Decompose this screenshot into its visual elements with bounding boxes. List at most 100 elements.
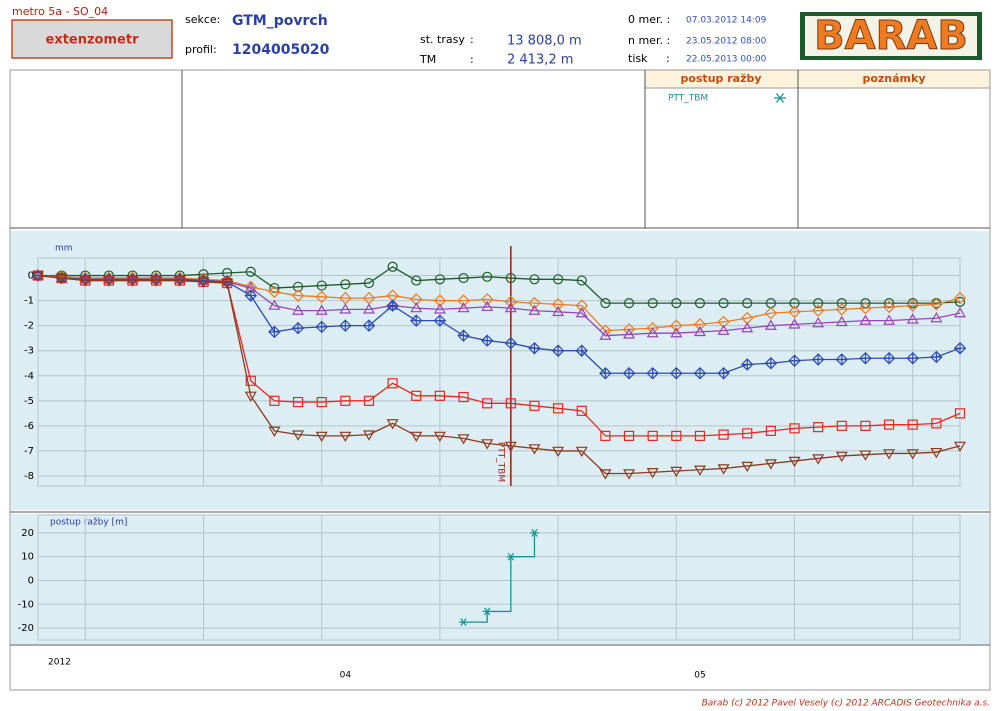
tm-sep: : [470, 53, 474, 66]
y-tick-label: -1 [24, 296, 34, 307]
data-point [717, 324, 730, 335]
station-label: st. trasy [420, 33, 465, 46]
y-axis-label: postup ražby [m] [50, 518, 127, 528]
data-point [717, 464, 730, 475]
y-tick-label: -5 [24, 396, 34, 407]
data-point [55, 273, 68, 285]
x-tick-label: 04 [340, 671, 352, 681]
data-point [859, 450, 872, 461]
data-point [291, 289, 305, 302]
data-point [102, 276, 115, 287]
data-point [953, 291, 967, 305]
data-point [221, 278, 234, 290]
data-point [245, 266, 256, 277]
first-meas-label: 0 mer. : [628, 13, 670, 26]
data-point [813, 297, 824, 309]
data-point [789, 423, 800, 434]
data-point [599, 329, 612, 340]
data-point [504, 295, 518, 309]
data-point [906, 313, 919, 324]
y-tick-label: 10 [21, 552, 34, 563]
instrument-box [11, 19, 173, 59]
data-point [575, 299, 588, 312]
data-point [647, 430, 658, 441]
data-point [292, 281, 304, 292]
last-meas-value: 23.05.2012 08:00 [686, 37, 767, 47]
data-point [764, 459, 777, 470]
data-point [670, 327, 683, 338]
data-point [339, 431, 352, 443]
data-point [954, 408, 966, 419]
progress-title: postup ražby [680, 72, 761, 85]
data-point [907, 419, 918, 430]
data-point [292, 304, 305, 315]
data-point [315, 290, 328, 304]
data-point [434, 274, 445, 285]
data-point [244, 289, 258, 302]
data-point [505, 272, 516, 284]
data-point [268, 285, 281, 299]
data-point [812, 454, 825, 465]
data-point [882, 351, 896, 365]
data-point [529, 400, 540, 411]
data-point [411, 275, 422, 286]
data-point [835, 315, 848, 327]
data-point [788, 354, 801, 367]
print-label: tisk [628, 52, 648, 65]
data-point [506, 552, 516, 561]
data-point [836, 420, 847, 431]
data-point [954, 306, 966, 318]
data-point [504, 336, 518, 350]
footer: Barab (c) 2012 Pavel Vesely (c) 2012 ARC… [702, 699, 990, 709]
tm-label: TM [419, 53, 436, 66]
data-point [458, 391, 469, 403]
data-point [481, 300, 494, 312]
data-point [600, 430, 611, 441]
data-point [718, 297, 729, 309]
data-point [410, 301, 423, 313]
y-tick-label: 20 [21, 528, 34, 539]
data-point [741, 322, 754, 333]
data-point [693, 367, 707, 380]
series-line [37, 274, 961, 332]
data-point [553, 274, 564, 285]
annotation-label: PTT_TBM [495, 442, 505, 482]
data-point [316, 396, 327, 408]
data-point [529, 528, 539, 537]
plot-area [37, 514, 961, 641]
data-point [552, 305, 565, 317]
data-point [717, 315, 730, 329]
series-line [38, 265, 961, 304]
data-point [457, 301, 470, 313]
data-point [363, 395, 375, 406]
data-point [362, 303, 375, 314]
chart-panel [11, 514, 989, 644]
data-point [623, 430, 635, 441]
data-point [576, 275, 587, 286]
x-tick-label: 05 [694, 671, 705, 681]
data-point [599, 469, 612, 480]
data-point [504, 441, 517, 453]
x-year-label: 2012 [48, 658, 71, 668]
data-point [433, 431, 446, 443]
y-tick-label: -6 [24, 421, 34, 432]
data-point [788, 305, 801, 319]
data-point [315, 320, 328, 334]
data-point [363, 277, 375, 289]
section-label: sekce: [185, 13, 220, 26]
data-point [387, 261, 398, 272]
data-point [339, 303, 352, 314]
data-point [764, 306, 778, 320]
data-point [457, 294, 470, 307]
data-point [433, 314, 447, 327]
data-point [291, 321, 305, 335]
data-point [457, 434, 470, 445]
data-point [504, 301, 517, 313]
data-point [458, 272, 469, 284]
data-point [269, 282, 280, 294]
data-point [575, 344, 588, 357]
data-point [481, 439, 494, 450]
data-point [553, 403, 564, 414]
y-tick-label: 0 [28, 575, 34, 586]
